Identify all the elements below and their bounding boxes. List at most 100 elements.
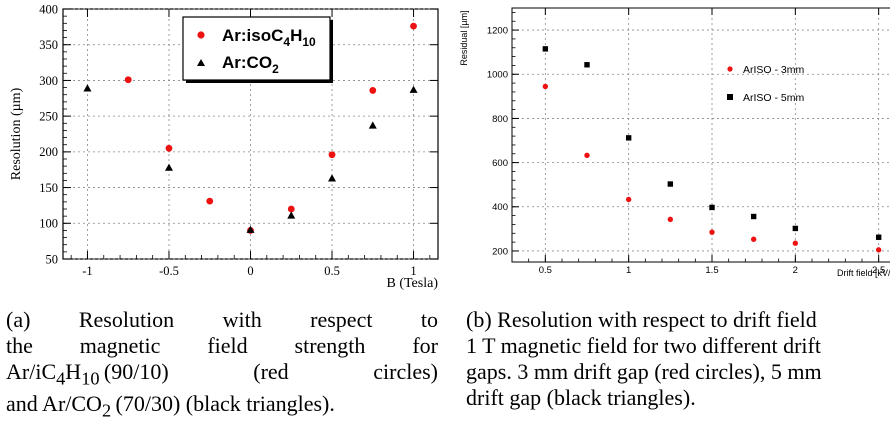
caption-a-word: circles) bbox=[373, 359, 438, 384]
caption-a-word: Resolution bbox=[78, 307, 175, 332]
data-point-s1 bbox=[667, 181, 674, 187]
x-tick-label: 1 bbox=[626, 265, 631, 276]
chart-a-ylabel: Resolution (µm) bbox=[9, 87, 24, 180]
legend-label-ariso-5mm: ArISO - 5mm bbox=[743, 92, 805, 104]
data-point-s1 bbox=[542, 46, 549, 52]
data-point-s0 bbox=[410, 22, 417, 30]
chart-a: -1 -0.5 0 0.5 1 50 100 150 200 250 300 350 400 Ar:is… bbox=[0, 0, 445, 300]
x-tick-label: 0 bbox=[247, 264, 253, 278]
legend-label-arisoc4h10: Ar:isoC4H10 bbox=[222, 26, 316, 49]
chart-b-points bbox=[542, 46, 882, 253]
data-point-s0 bbox=[124, 76, 132, 84]
data-point-s1 bbox=[246, 225, 255, 233]
chart-a-legend-box bbox=[182, 16, 331, 81]
caption-a-word: with bbox=[222, 307, 262, 332]
data-point-s0 bbox=[369, 87, 377, 94]
caption-a-line-1: (a) Resolution with respect to bbox=[6, 307, 438, 333]
data-point-s1 bbox=[409, 85, 418, 93]
chart-b-xlabel: Drift field [kV/cm] bbox=[837, 268, 890, 278]
x-tick-label: -0.5 bbox=[159, 264, 179, 278]
caption-b: (b) Resolution with respect to drift fie… bbox=[466, 307, 890, 411]
data-point-s0 bbox=[875, 247, 882, 253]
caption-a-word: (a) bbox=[6, 307, 31, 332]
chart-b-legend: ArISO - 3mm ArISO - 5mm bbox=[727, 64, 805, 104]
y-tick-label: 1000 bbox=[487, 70, 508, 81]
caption-b-line-2: 1 T magnetic field for two different dri… bbox=[466, 333, 821, 358]
data-point-s1 bbox=[792, 225, 799, 232]
y-tick-label: 100 bbox=[39, 217, 58, 231]
caption-b-line-1: (b) Resolution with respect to drift fie… bbox=[466, 307, 817, 332]
y-tick-label: 200 bbox=[39, 145, 58, 159]
data-point-s0 bbox=[287, 205, 295, 213]
data-point-s0 bbox=[792, 240, 799, 246]
y-tick-label: 400 bbox=[39, 2, 58, 16]
data-point-s0 bbox=[625, 196, 632, 203]
caption-a-line-3: Ar/iC4H10 (90/10) (red circles) bbox=[6, 359, 438, 391]
data-point-s0 bbox=[328, 151, 336, 159]
x-tick-label: 0.5 bbox=[324, 264, 340, 278]
data-point-s1 bbox=[875, 234, 882, 240]
y-tick-label: 800 bbox=[492, 114, 508, 125]
caption-b-line-4: drift gap (black triangles). bbox=[466, 385, 696, 410]
caption-a-word: the bbox=[6, 333, 33, 358]
y-tick-label: 400 bbox=[492, 202, 508, 213]
chart-b-svg: 0.5 1 1.5 2 2.5 200 400 600 800 1000 1200 ArISO - … bbox=[459, 7, 890, 278]
caption-b-line-3: gaps. 3 mm drift gap (red circles), 5 mm bbox=[466, 359, 822, 384]
legend-label-arco2: Ar:CO2 bbox=[222, 53, 279, 76]
chart-b-ticks: 0.5 1 1.5 2 2.5 200 400 600 800 1000 1200 bbox=[487, 8, 885, 276]
data-point-s1 bbox=[328, 174, 337, 182]
y-tick-label: 50 bbox=[46, 252, 59, 266]
x-tick-label: 1 bbox=[410, 264, 416, 278]
data-point-s1 bbox=[287, 211, 296, 219]
y-tick-label: 600 bbox=[492, 158, 508, 169]
caption-a-word: magnetic bbox=[79, 333, 161, 358]
data-point-s0 bbox=[667, 216, 674, 223]
y-tick-label: 150 bbox=[39, 181, 58, 195]
legend-marker-arco2 bbox=[197, 59, 205, 66]
caption-a-word: (red bbox=[253, 359, 289, 384]
data-point-s0 bbox=[542, 83, 549, 90]
data-point-s1 bbox=[584, 62, 590, 68]
x-tick-label: 2.5 bbox=[872, 265, 885, 276]
chart-b: 0.5 1 1.5 2 2.5 200 400 600 800 1000 1200 ArISO - … bbox=[455, 0, 890, 300]
data-point-s1 bbox=[368, 121, 377, 129]
caption-a-word: for bbox=[412, 333, 438, 358]
caption-a-line-4: and Ar/CO2 (70/30) (black triangles). bbox=[6, 391, 335, 421]
data-point-s1 bbox=[709, 204, 715, 211]
data-point-s0 bbox=[206, 197, 214, 205]
y-tick-label: 200 bbox=[492, 246, 508, 257]
caption-a: (a) Resolution with respect to the magne… bbox=[6, 307, 438, 424]
x-tick-label: 2 bbox=[793, 265, 798, 276]
chart-b-ylabel: Residual [µm] bbox=[459, 10, 469, 65]
chart-a-points bbox=[83, 22, 418, 234]
y-tick-label: 250 bbox=[39, 110, 58, 124]
data-point-s1 bbox=[625, 135, 632, 141]
chart-a-xlabel: B (Tesla) bbox=[386, 276, 438, 291]
data-point-s1 bbox=[164, 163, 173, 171]
caption-a-line-2: the magnetic field strength for bbox=[6, 333, 438, 359]
x-tick-label: -1 bbox=[82, 264, 92, 278]
legend-label-ariso-3mm: ArISO - 3mm bbox=[743, 64, 805, 76]
caption-a-word: respect bbox=[310, 307, 373, 332]
x-tick-label: 0.5 bbox=[539, 265, 552, 276]
legend-marker-arisoc4h10 bbox=[197, 31, 205, 39]
caption-a-formula: Ar/iC4H10 (90/10) bbox=[6, 359, 169, 389]
caption-a-word: field bbox=[207, 333, 248, 358]
legend-marker-ariso-5mm bbox=[727, 94, 733, 100]
data-point-s1 bbox=[83, 84, 92, 92]
data-point-s0 bbox=[709, 229, 715, 235]
data-point-s0 bbox=[165, 144, 173, 152]
chart-a-legend-shadow-b bbox=[186, 80, 333, 83]
caption-a-word: to bbox=[420, 307, 438, 332]
data-point-s0 bbox=[584, 152, 590, 159]
x-tick-label: 1.5 bbox=[705, 265, 718, 276]
data-point-s1 bbox=[750, 213, 757, 220]
y-tick-label: 1200 bbox=[487, 25, 508, 36]
chart-a-legend-shadow-r bbox=[330, 20, 333, 83]
chart-b-plot-frame bbox=[511, 7, 890, 263]
caption-a-word: strength bbox=[294, 333, 366, 358]
data-point-s0 bbox=[750, 236, 757, 242]
y-tick-label: 350 bbox=[39, 38, 58, 52]
